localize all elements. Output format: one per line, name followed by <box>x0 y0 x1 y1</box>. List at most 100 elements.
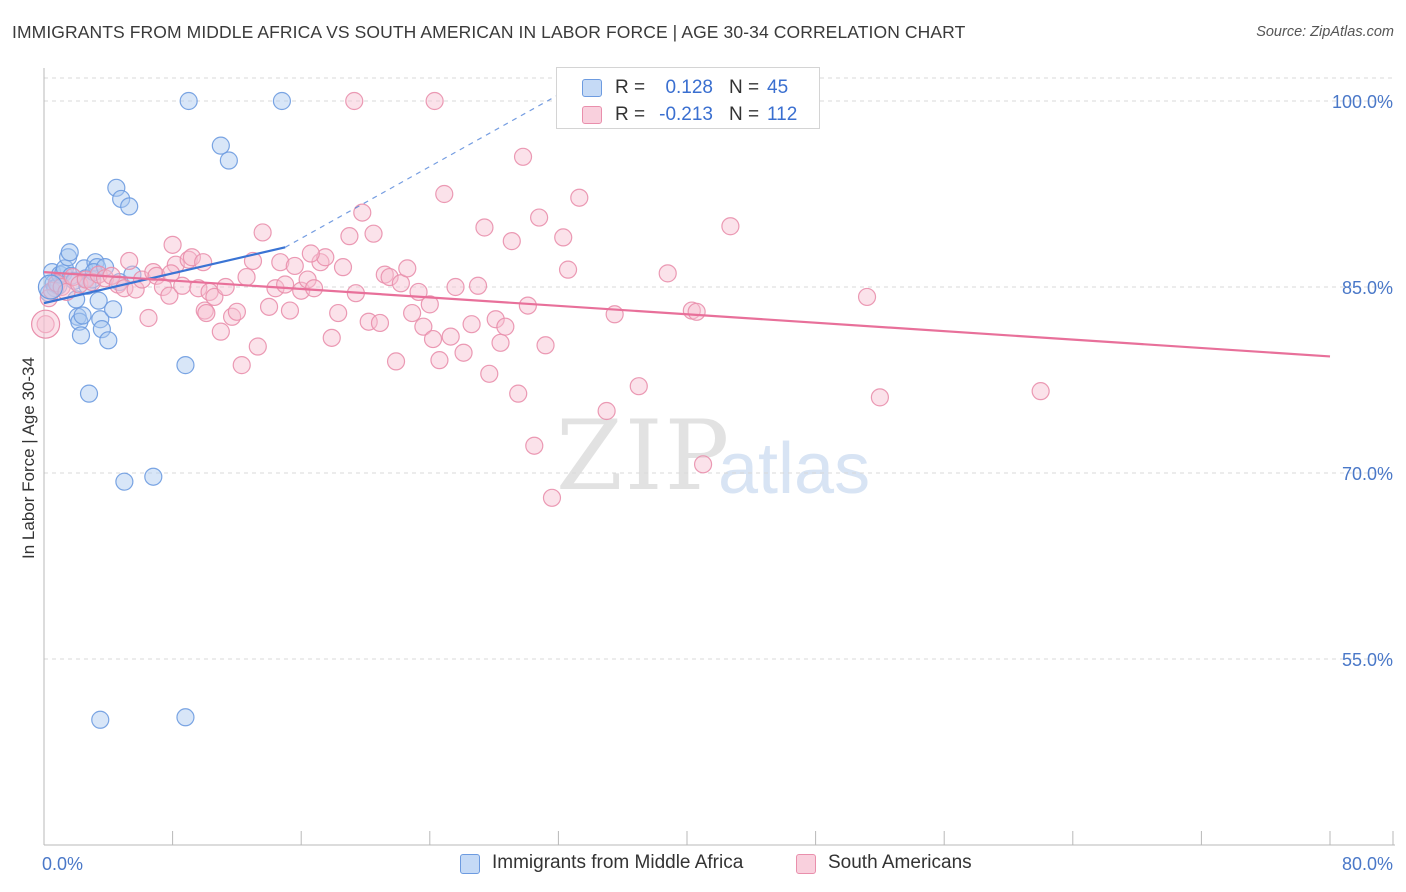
blue-point <box>92 320 111 339</box>
pink-point <box>486 310 505 329</box>
pink-point <box>197 303 216 323</box>
pink-point <box>570 188 589 207</box>
pink-point <box>403 303 422 323</box>
legend-r-label: R = <box>615 104 646 125</box>
blue-point <box>176 708 195 727</box>
source-credit: Source: ZipAtlas.com <box>1256 24 1394 40</box>
pink-point <box>322 328 341 347</box>
pink-point <box>253 223 272 242</box>
pink-point <box>558 260 578 279</box>
pink-point <box>693 455 713 474</box>
pink-point <box>285 256 304 276</box>
pink-point <box>386 352 406 371</box>
pink-point <box>430 351 449 370</box>
pink-point <box>316 248 335 267</box>
y-tick-label: 100.0% <box>1332 92 1393 112</box>
pink-point <box>345 91 364 111</box>
pink-point <box>597 401 616 421</box>
pink-point <box>301 244 320 263</box>
legend-r-label: R = <box>615 77 646 98</box>
pink-point <box>425 91 444 111</box>
pink-point <box>271 253 290 272</box>
bottom-legend-swatch-blue <box>460 854 480 874</box>
pink-point <box>179 250 198 269</box>
pink-point <box>333 258 353 277</box>
blue-point <box>60 243 79 262</box>
pink-point <box>475 218 494 237</box>
pink-point <box>454 343 473 362</box>
watermark-atlas: atlas <box>718 429 871 509</box>
pink-point <box>259 297 279 316</box>
pink-point <box>513 147 533 166</box>
legend-swatch-pink <box>582 106 602 124</box>
pink-trend-line <box>43 271 1331 358</box>
pink-point <box>227 302 246 321</box>
legend-n-label: N = <box>729 77 760 98</box>
pink-point <box>375 265 394 284</box>
blue-point-large <box>37 274 64 300</box>
correlation-legend: R = 0.128 N = 45 R = -0.213 N = 112 <box>556 67 820 129</box>
pink-point <box>139 308 158 328</box>
pink-point <box>502 232 521 251</box>
blue-point <box>179 91 198 111</box>
blue-point <box>272 91 292 111</box>
legend-swatch-blue <box>582 79 602 97</box>
pink-point <box>480 364 499 383</box>
blue-point <box>71 326 91 345</box>
blue-point <box>99 331 118 350</box>
blue-trend-line <box>43 246 286 305</box>
pink-point <box>530 208 549 227</box>
pink-point <box>491 333 510 352</box>
y-tick-label: 85.0% <box>1342 278 1393 298</box>
pink-point <box>340 227 359 246</box>
x-tick-label-min: 0.0% <box>42 854 83 874</box>
legend-row-blue: R = 0.128 N = 45 <box>557 73 819 100</box>
blue-point <box>211 136 230 155</box>
pink-point <box>462 315 481 334</box>
blue-point <box>176 356 195 375</box>
pink-point <box>629 377 648 396</box>
blue-point <box>219 151 238 170</box>
legend-n-value: 112 <box>767 104 798 125</box>
pink-point <box>353 203 372 222</box>
pink-point <box>441 327 460 346</box>
chart-title: IMMIGRANTS FROM MIDDLE AFRICA VS SOUTH A… <box>12 22 966 42</box>
pink-point <box>414 317 433 336</box>
legend-r-value: 0.128 <box>665 77 713 98</box>
pink-point <box>160 286 179 305</box>
pink-point <box>536 336 555 355</box>
pink-point <box>518 296 537 315</box>
legend-n-value: 45 <box>767 77 789 98</box>
blue-point <box>107 178 126 197</box>
pink-point <box>36 315 55 334</box>
pink-point <box>237 267 256 287</box>
pink-point <box>222 307 242 326</box>
pink-point <box>468 276 488 295</box>
pink-point <box>1031 382 1050 401</box>
y-tick-label: 55.0% <box>1342 650 1393 670</box>
pink-point <box>721 217 740 236</box>
pink-point <box>496 317 515 336</box>
blue-point <box>79 384 99 403</box>
legend-n-label: N = <box>729 104 760 125</box>
blue-point <box>115 472 134 491</box>
pink-point <box>216 277 235 297</box>
pink-point <box>276 275 295 294</box>
pink-point <box>120 251 139 271</box>
pink-point <box>280 301 300 320</box>
blue-point <box>91 710 110 729</box>
pink-point <box>446 277 465 297</box>
blue-point <box>120 197 139 216</box>
pink-point <box>542 488 562 507</box>
blue-point <box>104 300 123 319</box>
pink-point <box>687 302 706 321</box>
pink-point <box>329 303 348 323</box>
pink-point <box>182 248 201 267</box>
legend-r-value: -0.213 <box>659 104 713 125</box>
pink-point <box>163 235 182 254</box>
pink-point <box>370 313 390 333</box>
pink-point <box>189 279 208 298</box>
pink-point <box>304 279 324 298</box>
blue-point <box>73 306 92 325</box>
